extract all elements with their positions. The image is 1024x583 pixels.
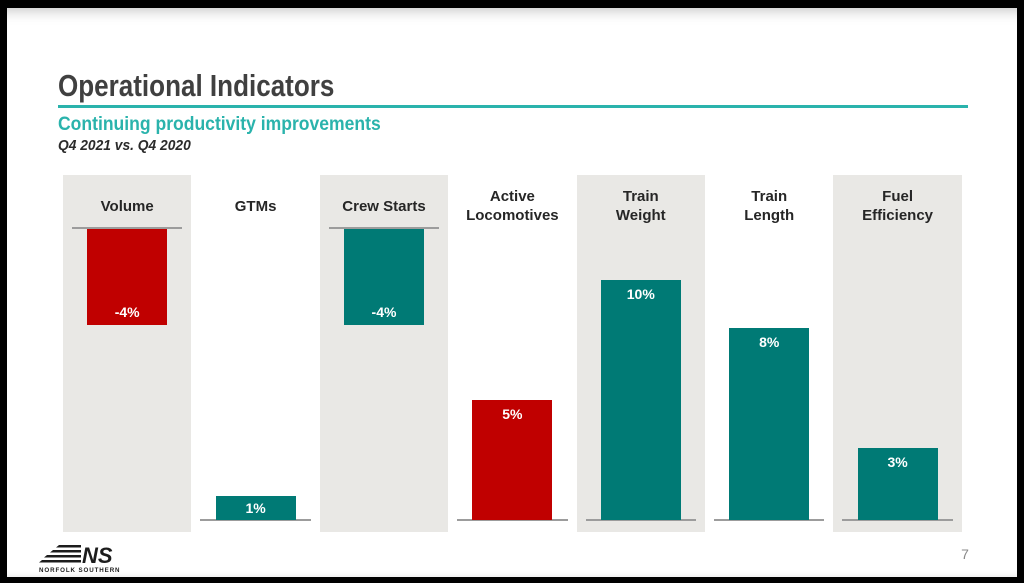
chart-column-train-length: Train Length 8% xyxy=(705,175,833,532)
column-label-line: Efficiency xyxy=(862,207,934,224)
column-label: Crew Starts xyxy=(320,183,448,231)
logo-speed-lines xyxy=(56,545,81,548)
chart-column-fuel-efficiency: Fuel Efficiency 3% xyxy=(833,175,962,532)
bar-fuel-efficiency: 3% xyxy=(857,448,938,520)
column-label-line: Train xyxy=(751,188,788,206)
axis-baseline xyxy=(72,227,183,229)
column-label: GTMs xyxy=(191,183,319,231)
axis-baseline xyxy=(457,519,568,521)
bar-value-label: 8% xyxy=(759,334,780,350)
comparison-period: Q4 2021 vs. Q4 2020 xyxy=(58,137,191,154)
column-label-line: Length xyxy=(744,207,795,224)
column-label: Train Length xyxy=(705,183,833,231)
column-label: Fuel Efficiency xyxy=(833,183,961,231)
bar-crew-starts: -4% xyxy=(343,229,424,325)
column-label-line: Active xyxy=(489,188,535,206)
column-label-line: Crew Starts xyxy=(342,197,426,215)
column-label: Volume xyxy=(63,183,191,231)
chart-column-crew-starts: Crew Starts -4% xyxy=(319,175,449,532)
chart-column-volume: Volume -4% xyxy=(63,175,192,532)
column-label-line: Train xyxy=(622,188,659,206)
bar-value-label: 1% xyxy=(245,500,266,516)
page-title: Operational Indicators xyxy=(58,68,335,103)
bar-value-label: -4% xyxy=(114,304,140,320)
column-label: Active Locomotives xyxy=(448,183,576,231)
logo-speed-lines xyxy=(39,560,81,563)
column-label-line: Locomotives xyxy=(466,207,559,224)
chart-column-train-weight: Train Weight 10% xyxy=(576,175,705,532)
axis-baseline xyxy=(200,519,311,521)
bar-value-label: 10% xyxy=(626,286,655,302)
slide: Operational Indicators Continuing produc… xyxy=(7,8,1017,577)
bar-active-locomotives: 5% xyxy=(472,400,553,520)
axis-baseline xyxy=(842,519,953,521)
chart-column-active-locomotives: Active Locomotives 5% xyxy=(448,175,576,532)
axis-baseline xyxy=(714,519,825,521)
bar-value-label: 3% xyxy=(887,454,908,470)
chart: Volume -4% GTMs 1% Crew Starts -4% Active Locom… xyxy=(7,8,1017,577)
bar-value-label: -4% xyxy=(371,304,397,320)
norfolk-southern-logo: NS NORFOLK SOUTHERN xyxy=(39,543,120,574)
logo-speed-lines xyxy=(50,550,81,553)
column-label-line: Fuel xyxy=(882,188,913,206)
slide-subtitle: Continuing productivity improvements xyxy=(58,113,381,135)
axis-baseline xyxy=(328,227,440,229)
title-underline xyxy=(58,105,968,108)
chart-column-gtms: GTMs 1% xyxy=(191,175,319,532)
logo-mark: NS xyxy=(82,543,113,568)
page-number: 7 xyxy=(961,546,969,562)
bar-train-weight: 10% xyxy=(600,280,681,520)
column-label-line: Volume xyxy=(100,197,154,215)
bar-gtms: 1% xyxy=(215,496,296,520)
bar-volume: -4% xyxy=(87,229,168,325)
column-label-line: Weight xyxy=(615,207,666,224)
axis-baseline xyxy=(585,519,696,521)
column-label-line: GTMs xyxy=(234,197,277,215)
logo-speed-lines xyxy=(44,555,81,558)
bar-train-length: 8% xyxy=(729,328,810,520)
bar-value-label: 5% xyxy=(502,406,523,422)
column-label: Train Weight xyxy=(577,183,705,231)
logo-name: NORFOLK SOUTHERN xyxy=(39,567,120,574)
